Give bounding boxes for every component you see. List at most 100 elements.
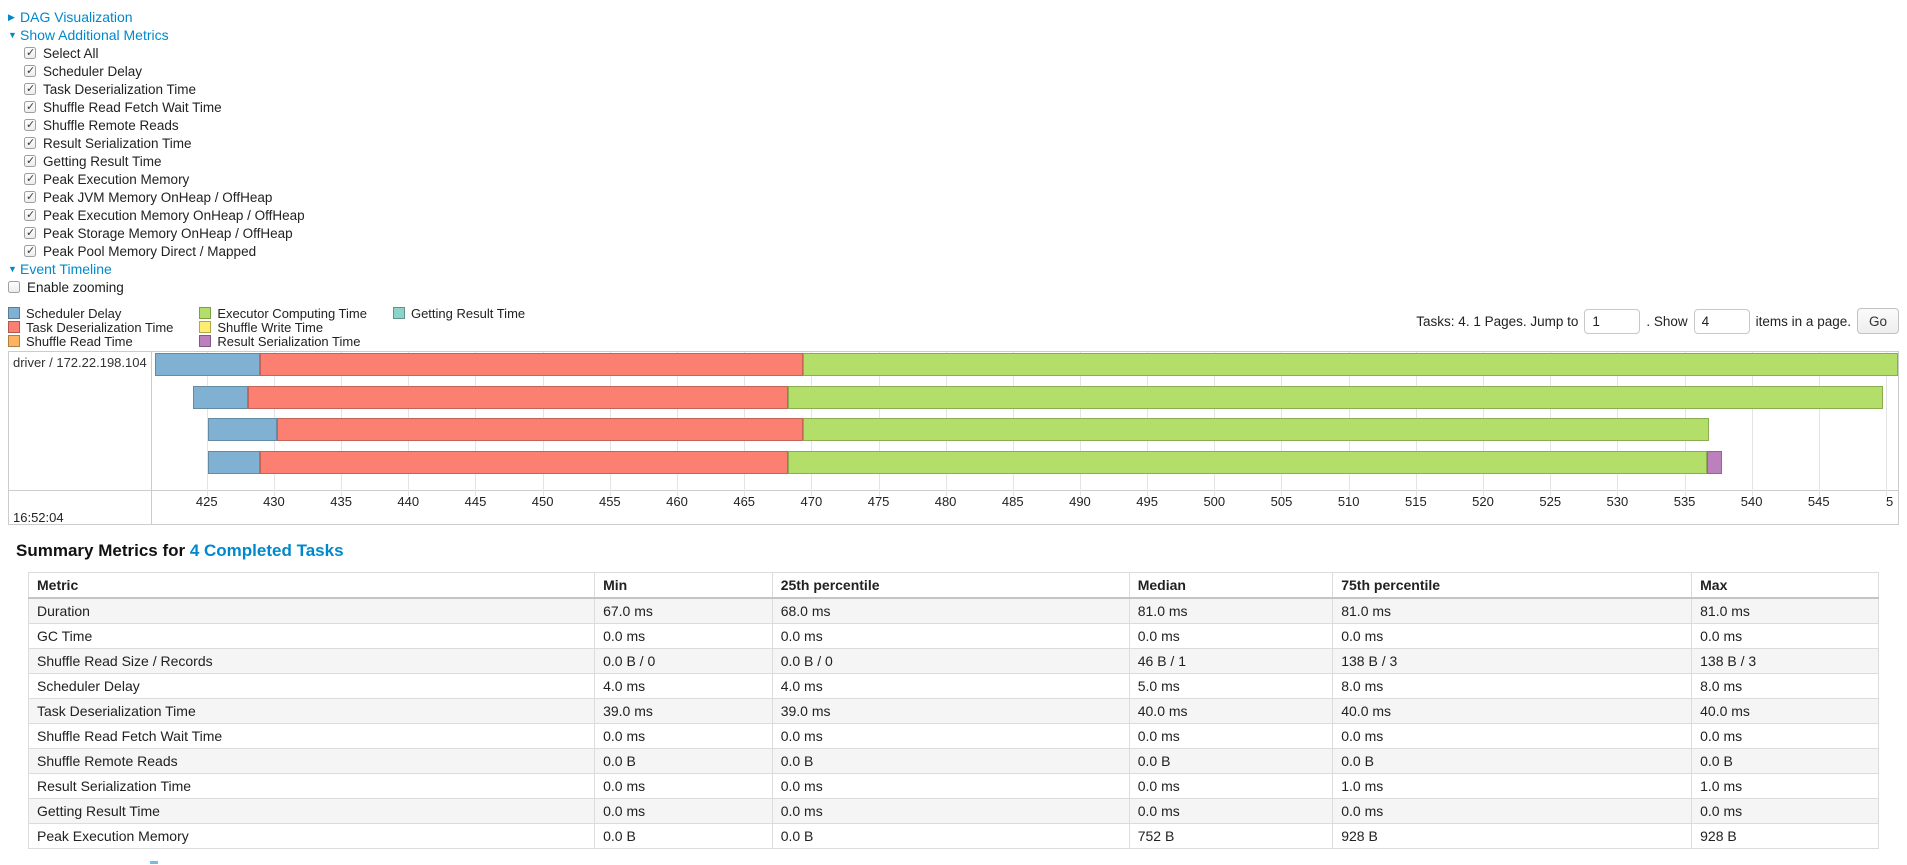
legend-item: Getting Result Time: [392, 305, 526, 321]
metric-value-cell: 81.0 ms: [1332, 597, 1693, 624]
metric-checkbox[interactable]: [24, 82, 36, 95]
summary-column-header: Max: [1691, 572, 1879, 599]
table-row: Shuffle Remote Reads 0.0 B 0.0 B 0.0 B 0.0 B…: [27, 748, 1879, 774]
summary-table-body: Duration 67.0 ms 68.0 ms 81.0 ms 81.0 ms 81.0…: [27, 597, 1879, 849]
metric-checkbox[interactable]: [24, 100, 36, 113]
metric-value-cell: 40.0 ms: [1691, 698, 1879, 724]
timeline-tick-label: 535: [1673, 494, 1696, 509]
task-bar-segment-scheduler-delay[interactable]: [193, 385, 249, 409]
metric-name-cell: Shuffle Read Fetch Wait Time: [27, 723, 596, 749]
task-bar-segment-executor-computing-time[interactable]: [803, 418, 1709, 442]
metric-checkbox-item: Shuffle Remote Reads: [24, 116, 1899, 134]
metric-checkbox[interactable]: [24, 118, 36, 131]
timeline-gridline: [1751, 352, 1753, 496]
completed-tasks-link[interactable]: 4 Completed Tasks: [189, 541, 344, 560]
metric-value-cell: 0.0 ms: [771, 773, 1130, 799]
task-bar-segment-scheduler-delay[interactable]: [208, 418, 277, 442]
event-timeline-toggle[interactable]: ▼ Event Timeline: [8, 260, 1899, 278]
metric-value-cell: 0.0 ms: [771, 623, 1130, 649]
timeline-tick-label: 475: [867, 494, 890, 509]
legend-label: Getting Result Time: [410, 305, 526, 321]
metric-value-cell: 0.0 B: [771, 748, 1130, 774]
summary-column-header: Min: [594, 572, 773, 599]
summary-metrics-table: Metric Min 25th percentile Median 75th perce…: [27, 572, 1879, 849]
timeline-axis-line: [9, 490, 1898, 491]
metric-name-cell: Getting Result Time: [27, 798, 596, 824]
table-row: GC Time 0.0 ms 0.0 ms 0.0 ms 0.0 ms 0.0 ms: [27, 623, 1879, 649]
timeline-tick-label: 490: [1069, 494, 1091, 509]
event-timeline-chart: driver / 172.22.198.104 425 430 435 440 445 4…: [8, 351, 1899, 525]
metric-value-cell: 67.0 ms: [594, 597, 773, 624]
metric-name-cell: Result Serialization Time: [27, 773, 596, 799]
metric-checkbox-label: Task Deserialization Time: [43, 81, 197, 97]
executor-label-column: driver / 172.22.198.104: [9, 352, 152, 524]
summary-column-header: 25th percentile: [771, 572, 1130, 599]
go-button[interactable]: Go: [1856, 308, 1899, 334]
metric-value-cell: 0.0 ms: [594, 623, 773, 649]
metric-name-cell: Peak Execution Memory: [27, 823, 596, 849]
legend-label: Shuffle Write Time: [217, 319, 324, 335]
legend-item: Task Deserialization Time: [8, 320, 173, 335]
metric-checkbox[interactable]: [24, 154, 36, 167]
metric-checkbox[interactable]: [24, 208, 36, 221]
metric-value-cell: 8.0 ms: [1691, 673, 1879, 699]
metric-checkbox[interactable]: [24, 226, 36, 239]
metric-checkbox-item: Peak Execution Memory: [24, 170, 1899, 188]
table-row: Shuffle Read Size / Records 0.0 B / 0 0.0 …: [27, 648, 1879, 674]
timeline-tick-label: 445: [464, 494, 487, 509]
task-bar-segment-scheduler-delay[interactable]: [208, 451, 261, 474]
legend-swatch-icon: [199, 307, 212, 319]
metric-checkbox-label: Select All: [43, 45, 99, 61]
timeline-tick-label: 485: [1001, 494, 1024, 509]
metric-value-cell: 0.0 ms: [1128, 723, 1334, 749]
legend-swatch-icon: [199, 335, 212, 347]
timeline-gridline: [1818, 352, 1820, 496]
table-row: Scheduler Delay 4.0 ms 4.0 ms 5.0 ms 8.0 ms 8…: [27, 673, 1879, 699]
metric-value-cell: 0.0 ms: [1691, 723, 1879, 749]
legend-item: Executor Computing Time: [199, 306, 367, 321]
jump-to-page-input[interactable]: [1584, 308, 1641, 334]
metric-value-cell: 928 B: [1691, 823, 1879, 849]
summary-column-header: Metric: [27, 572, 596, 599]
metric-checkbox[interactable]: [24, 136, 36, 149]
task-bar-segment-scheduler-delay[interactable]: [154, 353, 261, 376]
caret-right-icon: ▶: [8, 11, 15, 22]
timeline-tick-label: 455: [598, 494, 621, 509]
legend-item: Result Serialization Time: [199, 333, 367, 349]
enable-zooming-checkbox[interactable]: [8, 281, 20, 293]
metric-value-cell: 5.0 ms: [1128, 673, 1334, 699]
metric-checkbox[interactable]: [24, 244, 36, 257]
task-bar-segment-executor-computing-time[interactable]: [788, 451, 1708, 474]
metric-checkbox-label: Peak Storage Memory OnHeap / OffHeap: [43, 225, 293, 241]
metric-checkbox[interactable]: [24, 172, 36, 185]
task-bar-segment-executor-computing-time[interactable]: [788, 385, 1884, 409]
table-row: Shuffle Read Fetch Wait Time 0.0 ms 0.0 ms…: [27, 723, 1879, 749]
items-per-page-input[interactable]: [1693, 308, 1750, 334]
task-bar-segment-task-deserialization-time[interactable]: [260, 353, 804, 376]
legend-pagination-row: Scheduler Delay Task Deserialization Tim…: [8, 305, 1899, 349]
legend-item: Shuffle Read Time: [8, 334, 173, 349]
task-bar-segment-executor-computing-time[interactable]: [803, 353, 1898, 376]
metric-checkbox-label: Shuffle Remote Reads: [43, 117, 179, 133]
timeline-legend: Scheduler Delay Task Deserialization Tim…: [8, 305, 526, 349]
metric-checkbox[interactable]: [24, 64, 36, 77]
task-bar-segment-task-deserialization-time[interactable]: [248, 385, 789, 409]
table-row: Task Deserialization Time 39.0 ms 39.0 ms 4…: [27, 698, 1879, 724]
task-bar-segment-result-serialization-time[interactable]: [1707, 451, 1723, 474]
show-additional-metrics-toggle[interactable]: ▼ Show Additional Metrics: [8, 26, 1899, 44]
metric-name-cell: Shuffle Remote Reads: [27, 748, 596, 774]
metric-checkbox[interactable]: [24, 46, 36, 59]
metric-name-cell: Task Deserialization Time: [27, 698, 596, 724]
legend-swatch-icon: [8, 321, 20, 333]
metric-checkbox[interactable]: [24, 190, 36, 203]
metric-value-cell: 0.0 B / 0: [594, 648, 773, 674]
metric-value-cell: 0.0 B: [1691, 748, 1879, 774]
task-bar-segment-task-deserialization-time[interactable]: [276, 418, 804, 442]
task-bar-segment-task-deserialization-time[interactable]: [260, 451, 789, 474]
legend-item: Shuffle Write Time: [199, 319, 367, 335]
timeline-tick-label: 545: [1807, 494, 1830, 509]
legend-label: Result Serialization Time: [217, 333, 361, 349]
dag-visualization-toggle[interactable]: ▶ DAG Visualization: [8, 8, 1899, 26]
timeline-tick-label: 525: [1539, 494, 1562, 509]
timeline-tick-label: 520: [1472, 494, 1494, 509]
